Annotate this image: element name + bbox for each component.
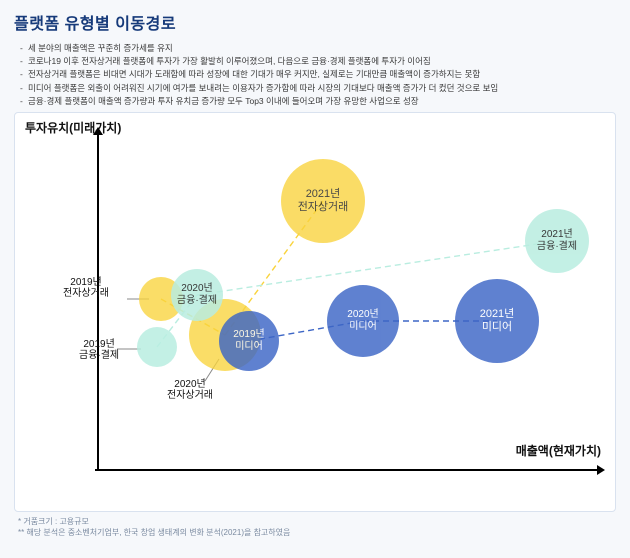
bubble-ext-label: 2019년금융·결제 [79,339,119,362]
footnote-item: ** 해당 분석은 중소벤처기업부, 한국 창업 생태계의 변화 분석(2021… [18,527,614,538]
bullet-item: 전자상거래 플랫폼은 비대면 시대가 도래함에 따라 성장에 대한 기대가 매우… [20,68,616,81]
footnotes: * 거품크기 : 고용규모 ** 해당 분석은 중소벤처기업부, 한국 창업 생… [14,512,616,538]
bubble-finance-2: 2021년금융·결제 [525,209,589,273]
footnote-item: * 거품크기 : 고용규모 [18,516,614,527]
page-title: 플랫폼 유형별 이동경로 [14,10,616,34]
bubble-ext-label: 2020년전자상거래 [167,379,213,402]
bullet-item: 금융·경제 플랫폼이 매출액 증가량과 투자 유치금 증가량 모두 Top3 이… [20,95,616,108]
y-axis-label-main: 투자유치 [25,121,69,135]
x-axis [95,469,599,471]
bullet-item: 코로나19 이후 전자상거래 플랫폼에 투자가 가장 활발히 이루어졌으며, 다… [20,55,616,68]
bubble-ecommerce-2: 2021년전자상거래 [281,159,365,243]
bullet-list: 세 분야의 매출액은 꾸준히 증가세를 유지 코로나19 이후 전자상거래 플랫… [14,42,616,108]
bubble-media-1: 2020년미디어 [327,285,399,357]
bullet-item: 세 분야의 매출액은 꾸준히 증가세를 유지 [20,42,616,55]
chart-area: 2021년전자상거래 2019년미디어 2020년미디어 2021년미디어 2020년금… [97,149,597,469]
y-axis-label: 투자유치(미래가치) [25,119,121,136]
chart-frame: 투자유치(미래가치) 매출액(현재가치) 2021년전자상거래2019년미디어2… [14,112,616,512]
bullet-item: 미디어 플랫폼은 외출이 어려워진 시기에 여가를 보내려는 이용자가 증가함에… [20,82,616,95]
bubble-ext-label: 2019년전자상거래 [63,277,109,300]
bubble-finance-1: 2020년금융·결제 [171,269,223,321]
bubble-media-0: 2019년미디어 [219,311,279,371]
bubble-media-2: 2021년미디어 [455,279,539,363]
bubble-finance-0 [137,327,177,367]
page-root: 플랫폼 유형별 이동경로 세 분야의 매출액은 꾸준히 증가세를 유지 코로나1… [0,0,630,558]
